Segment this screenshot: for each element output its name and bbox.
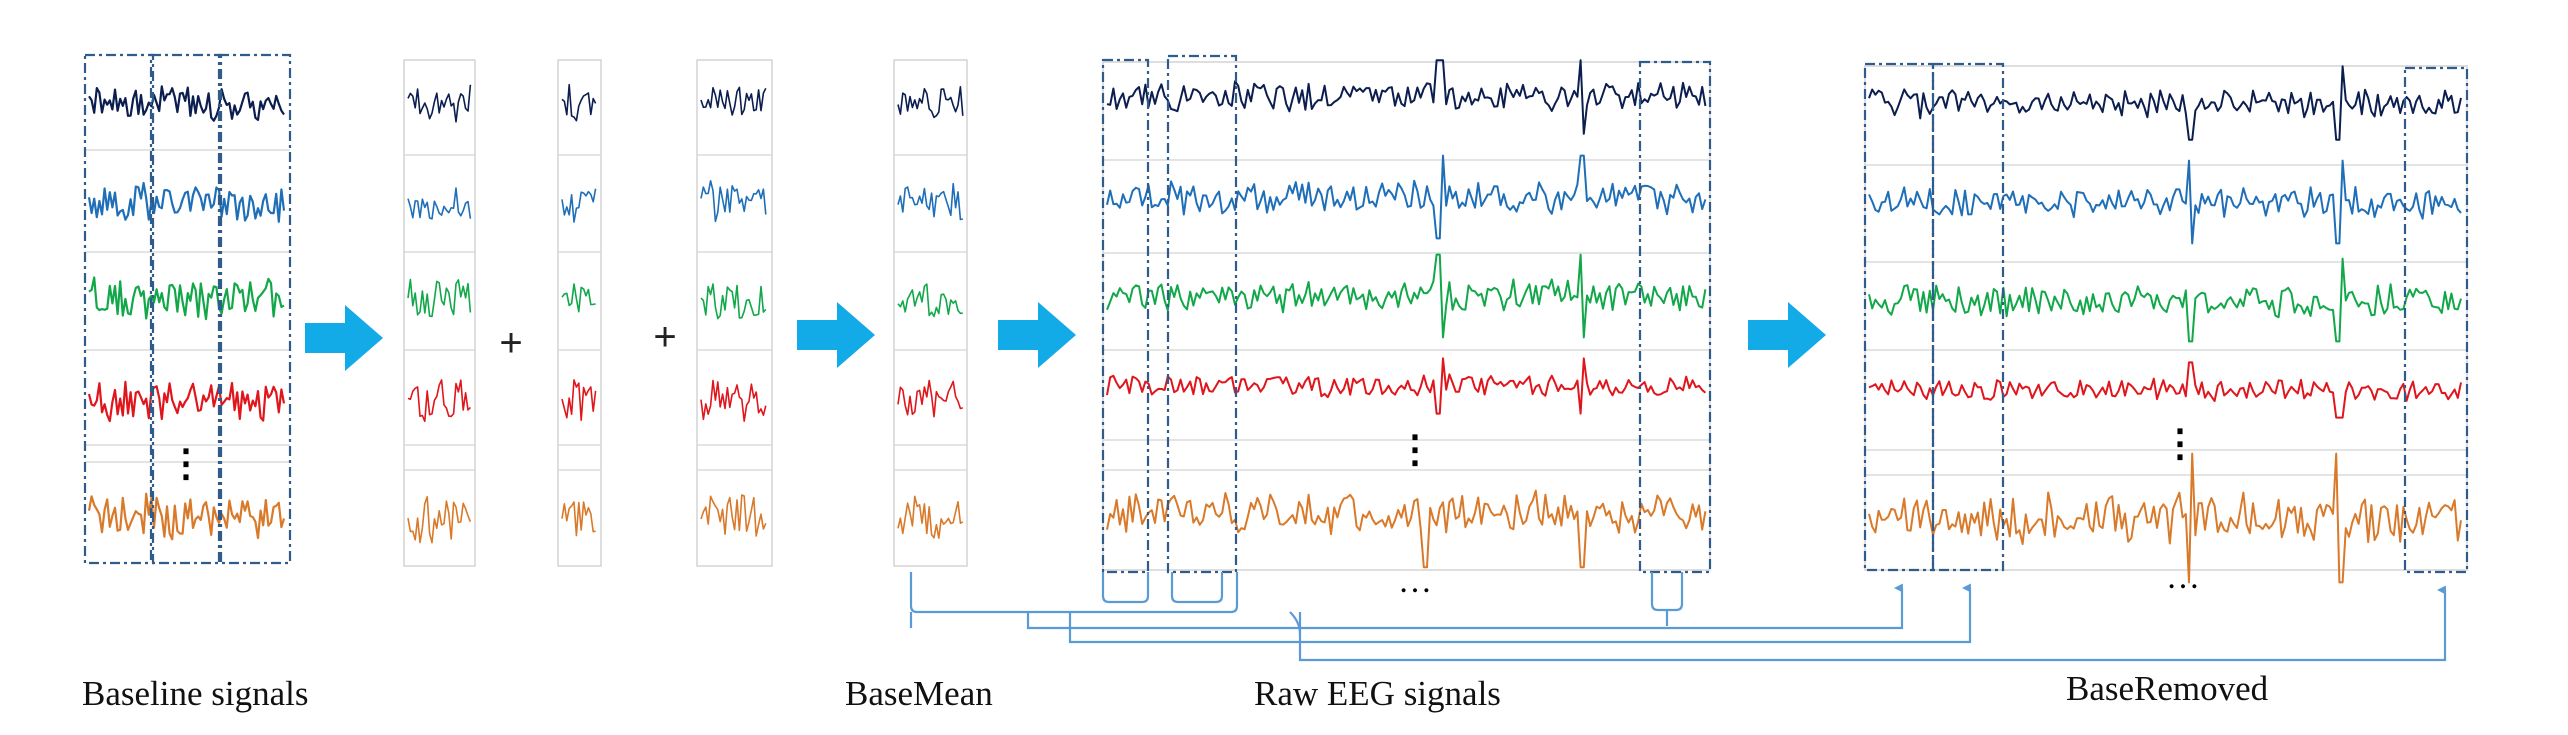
raw-eeg-panel: [1101, 54, 1712, 574]
eeg-trace-channel-5: [700, 494, 767, 537]
panel-frame: [696, 59, 773, 567]
eeg-trace-channel-2: [1106, 154, 1707, 240]
vertical-ellipsis-baseline: ⋮: [167, 443, 205, 485]
eeg-trace-channel-1: [561, 83, 597, 122]
caption-baseremoved: BaseRemoved: [2066, 669, 2269, 708]
eeg-trace-channel-1: [407, 84, 472, 123]
caption-raw-eeg-signals: Raw EEG signals: [1254, 674, 1501, 713]
flow-line-4: [1298, 585, 2447, 662]
caption-baseline-signals: Baseline signals: [82, 674, 309, 713]
eeg-trace-channel-5: [407, 496, 472, 544]
eeg-trace-channel-4: [1106, 357, 1707, 415]
eeg-trace-channel-3: [561, 283, 596, 313]
eeg-trace-channel-2: [897, 182, 963, 221]
removed-window-2: [1931, 62, 2005, 572]
eeg-trace-channel-4: [561, 379, 597, 421]
plus-sign-2: +: [653, 315, 676, 359]
eeg-trace-channel-3: [700, 283, 767, 320]
baseline-signals-panel: [83, 53, 292, 565]
flow-bracket-raw-window-1: [1101, 572, 1150, 604]
eeg-trace-channel-3: [897, 283, 963, 318]
eeg-trace-channel-2: [561, 188, 597, 223]
raw-window-2: [1166, 54, 1238, 574]
vertical-ellipsis-removed: ⋮: [2161, 423, 2199, 465]
panel-frame: [1102, 61, 1711, 571]
flow-bracket-basemean: [909, 572, 1239, 614]
eeg-trace-channel-4: [87, 380, 286, 423]
panel-frame: [557, 59, 602, 567]
eeg-trace-channel-1: [897, 86, 964, 119]
eeg-trace-channel-2: [1868, 159, 2462, 245]
vertical-ellipsis-raw: ⋮: [1396, 429, 1434, 471]
flow-split-brace: [1289, 611, 1302, 635]
eeg-trace-channel-2: [407, 187, 472, 220]
eeg-trace-channel-4: [407, 379, 471, 423]
baseline-window-2: [149, 53, 223, 565]
baseline-segment-1-panel: [403, 59, 476, 567]
block-arrow-1: [305, 305, 383, 371]
eeg-trace-channel-5: [1106, 489, 1707, 569]
basemean-panel: [893, 59, 968, 567]
eeg-trace-channel-4: [897, 379, 963, 418]
plus-sign-1: +: [499, 321, 522, 365]
flow-bracket-raw-window-2: [1170, 572, 1224, 604]
eeg-trace-channel-1: [700, 86, 767, 116]
raw-window-last: [1638, 60, 1712, 574]
eeg-trace-channel-5: [1868, 452, 2462, 584]
eeg-trace-channel-5: [897, 495, 964, 539]
baseline-window-3: [217, 53, 292, 565]
eeg-trace-channel-2: [700, 180, 767, 223]
subtraction-flow-connectors: [909, 572, 2447, 662]
block-arrow-4: [1748, 302, 1826, 368]
flow-line-2: [1068, 583, 1972, 644]
baseremoved-panel: [1863, 62, 2469, 584]
removed-window-last: [2403, 66, 2469, 574]
baseline-segment-3-panel: [696, 59, 773, 567]
eeg-trace-channel-1: [1868, 65, 2462, 141]
flow-line-1: [1026, 583, 1904, 630]
block-arrow-3: [998, 302, 1076, 368]
raw-window-1: [1101, 58, 1150, 574]
eeg-trace-channel-3: [407, 278, 472, 318]
horizontal-ellipsis-removed: …: [2166, 559, 2200, 596]
eeg-trace-channel-2: [87, 181, 286, 223]
panel-frame: [403, 59, 476, 567]
eeg-trace-channel-1: [88, 85, 285, 122]
eeg-trace-channel-4: [700, 379, 767, 422]
eeg-trace-channel-3: [1106, 253, 1707, 339]
baseline-segment-2-panel: [557, 59, 602, 567]
eeg-trace-channel-3: [1868, 257, 2462, 343]
eeg-trace-channel-5: [87, 492, 286, 541]
baseline-window-1: [83, 53, 155, 565]
eeg-trace-channel-1: [1106, 59, 1707, 135]
panel-frame: [1864, 65, 2468, 571]
block-arrows: [305, 302, 1826, 371]
eeg-trace-channel-5: [561, 501, 596, 537]
caption-basemean: BaseMean: [845, 674, 993, 713]
eeg-trace-channel-3: [88, 276, 285, 321]
block-arrow-2: [797, 302, 875, 368]
eeg-trace-channel-4: [1868, 361, 2462, 419]
horizontal-ellipsis-raw: …: [1398, 563, 1432, 600]
flow-bracket-raw-window-last: [1650, 572, 1684, 612]
